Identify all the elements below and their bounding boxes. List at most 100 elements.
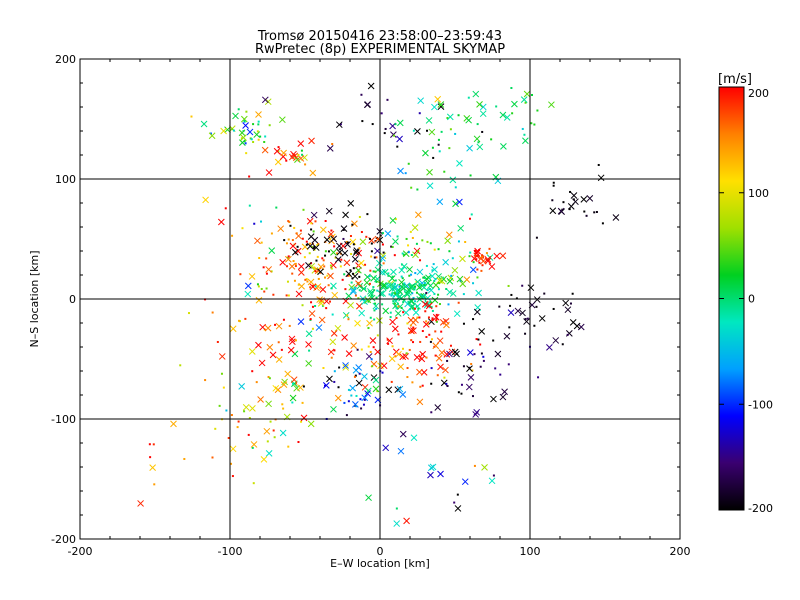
data-point-cross bbox=[279, 116, 286, 124]
data-point-dot bbox=[385, 287, 388, 290]
data-point-dot bbox=[507, 284, 510, 287]
data-point-cross bbox=[351, 220, 358, 228]
data-point-cross bbox=[416, 284, 423, 291]
data-point-dot bbox=[257, 123, 260, 126]
data-point-dot bbox=[419, 340, 422, 343]
data-point-cross bbox=[473, 408, 481, 416]
data-point-dot bbox=[492, 339, 495, 342]
data-point-dot bbox=[370, 255, 373, 258]
data-point-dot bbox=[412, 296, 415, 299]
data-point-dot bbox=[376, 289, 379, 292]
data-point-cross bbox=[257, 396, 264, 403]
data-point-dot bbox=[552, 184, 555, 187]
data-point-dot bbox=[287, 238, 290, 241]
data-point-dot bbox=[435, 320, 438, 323]
data-point-dot bbox=[302, 208, 305, 211]
data-point-dot bbox=[287, 294, 290, 297]
data-point-cross bbox=[392, 238, 399, 245]
data-point-dot bbox=[523, 133, 526, 136]
colorbar-label: [m/s] bbox=[718, 72, 752, 87]
data-point-cross bbox=[360, 285, 368, 293]
data-point-dot bbox=[292, 260, 295, 263]
data-point-dot bbox=[291, 239, 294, 242]
data-point-cross bbox=[396, 135, 403, 143]
colorbar-tick-label: 200 bbox=[748, 87, 769, 100]
data-point-dot bbox=[367, 345, 370, 348]
data-point-dot bbox=[451, 257, 454, 260]
data-point-dot bbox=[247, 433, 250, 436]
data-point-dot bbox=[291, 272, 294, 275]
data-point-dot bbox=[437, 143, 440, 146]
data-point-cross bbox=[364, 101, 372, 108]
data-point-dot bbox=[250, 138, 253, 141]
data-point-dot bbox=[360, 407, 363, 410]
data-point-dot bbox=[287, 445, 290, 448]
data-point-cross bbox=[305, 330, 313, 338]
data-point-dot bbox=[475, 338, 478, 341]
data-point-dot bbox=[339, 123, 342, 126]
data-point-cross bbox=[476, 143, 484, 151]
data-point-dot bbox=[387, 274, 390, 277]
data-point-cross bbox=[399, 430, 407, 438]
data-point-dot bbox=[433, 279, 436, 282]
data-point-dot bbox=[251, 370, 254, 373]
data-point-cross bbox=[350, 286, 357, 294]
data-point-dot bbox=[358, 247, 361, 250]
data-point-dot bbox=[436, 317, 439, 320]
data-point-cross bbox=[442, 258, 450, 266]
data-point-cross bbox=[260, 456, 268, 463]
data-point-dot bbox=[179, 364, 182, 367]
data-point-dot bbox=[498, 305, 501, 308]
data-point-cross bbox=[344, 241, 351, 248]
data-point-cross bbox=[335, 242, 343, 250]
data-point-dot bbox=[231, 475, 234, 478]
data-point-dot bbox=[412, 326, 415, 329]
data-point-dot bbox=[310, 301, 313, 304]
data-point-dot bbox=[149, 456, 152, 459]
data-point-dot bbox=[343, 401, 346, 404]
data-point-cross bbox=[290, 376, 298, 384]
data-point-dot bbox=[375, 296, 378, 299]
data-point-dot bbox=[321, 257, 324, 260]
data-point-cross bbox=[364, 273, 371, 281]
data-point-cross bbox=[437, 470, 444, 478]
data-point-dot bbox=[457, 240, 460, 243]
data-point-dot bbox=[244, 142, 247, 145]
data-point-cross bbox=[202, 196, 209, 204]
data-point-dot bbox=[417, 250, 420, 253]
data-point-dot bbox=[148, 443, 151, 446]
data-point-dot bbox=[294, 382, 297, 385]
data-point-cross bbox=[355, 266, 362, 274]
data-point-dot bbox=[299, 229, 302, 232]
data-point-dot bbox=[267, 375, 270, 378]
data-point-cross bbox=[280, 149, 288, 157]
data-point-dot bbox=[510, 87, 513, 90]
data-point-cross bbox=[287, 346, 295, 354]
data-point-cross bbox=[466, 349, 474, 356]
data-point-dot bbox=[374, 270, 377, 273]
data-point-cross bbox=[330, 329, 338, 337]
data-point-dot bbox=[351, 223, 354, 226]
data-point-dot bbox=[352, 243, 355, 246]
data-point-dot bbox=[370, 358, 373, 361]
data-point-dot bbox=[253, 222, 256, 225]
data-point-dot bbox=[473, 464, 476, 467]
x-tick-label: -100 bbox=[218, 545, 243, 558]
data-point-dot bbox=[245, 110, 248, 113]
data-point-dot bbox=[243, 140, 246, 143]
data-point-cross bbox=[309, 283, 317, 291]
data-point-dot bbox=[438, 303, 441, 306]
data-point-cross bbox=[284, 370, 292, 378]
data-point-cross bbox=[352, 401, 359, 408]
data-point-dot bbox=[369, 316, 372, 319]
data-point-cross bbox=[388, 355, 396, 363]
data-point-dot bbox=[403, 282, 406, 285]
data-point-cross bbox=[374, 247, 381, 255]
data-point-dot bbox=[471, 395, 474, 398]
x-tick-label: 0 bbox=[377, 545, 384, 558]
data-point-dot bbox=[390, 245, 393, 248]
data-point-cross bbox=[342, 362, 349, 369]
data-point-cross bbox=[364, 296, 372, 304]
data-point-cross bbox=[249, 405, 256, 412]
